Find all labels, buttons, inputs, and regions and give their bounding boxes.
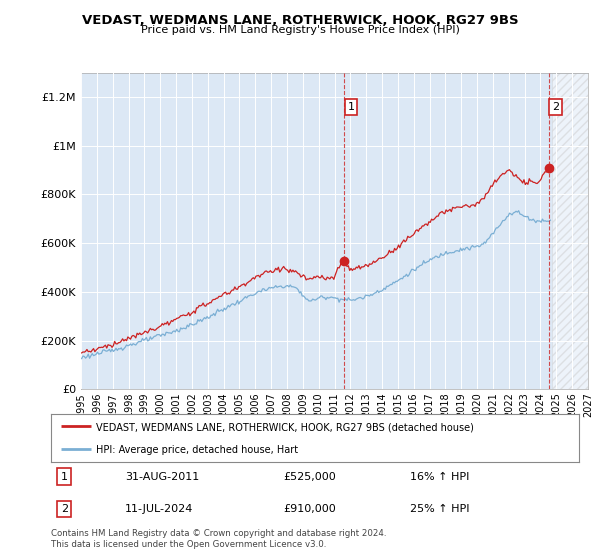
Text: 2: 2 <box>61 504 68 514</box>
Text: 25% ↑ HPI: 25% ↑ HPI <box>410 504 470 514</box>
Bar <box>551 73 588 389</box>
Text: 1: 1 <box>347 102 355 112</box>
Text: VEDAST, WEDMANS LANE, ROTHERWICK, HOOK, RG27 9BS: VEDAST, WEDMANS LANE, ROTHERWICK, HOOK, … <box>82 14 518 27</box>
Text: 2: 2 <box>552 102 559 112</box>
Text: VEDAST, WEDMANS LANE, ROTHERWICK, HOOK, RG27 9BS (detached house): VEDAST, WEDMANS LANE, ROTHERWICK, HOOK, … <box>96 422 474 432</box>
Text: Price paid vs. HM Land Registry's House Price Index (HPI): Price paid vs. HM Land Registry's House … <box>140 25 460 35</box>
Text: £910,000: £910,000 <box>283 504 336 514</box>
Bar <box>344 73 549 389</box>
Text: 11-JUL-2024: 11-JUL-2024 <box>125 504 193 514</box>
Text: HPI: Average price, detached house, Hart: HPI: Average price, detached house, Hart <box>96 445 298 455</box>
Text: 1: 1 <box>61 472 68 482</box>
Text: 16% ↑ HPI: 16% ↑ HPI <box>410 472 469 482</box>
Text: £525,000: £525,000 <box>283 472 336 482</box>
Text: 31-AUG-2011: 31-AUG-2011 <box>125 472 199 482</box>
Text: Contains HM Land Registry data © Crown copyright and database right 2024.
This d: Contains HM Land Registry data © Crown c… <box>51 529 386 549</box>
